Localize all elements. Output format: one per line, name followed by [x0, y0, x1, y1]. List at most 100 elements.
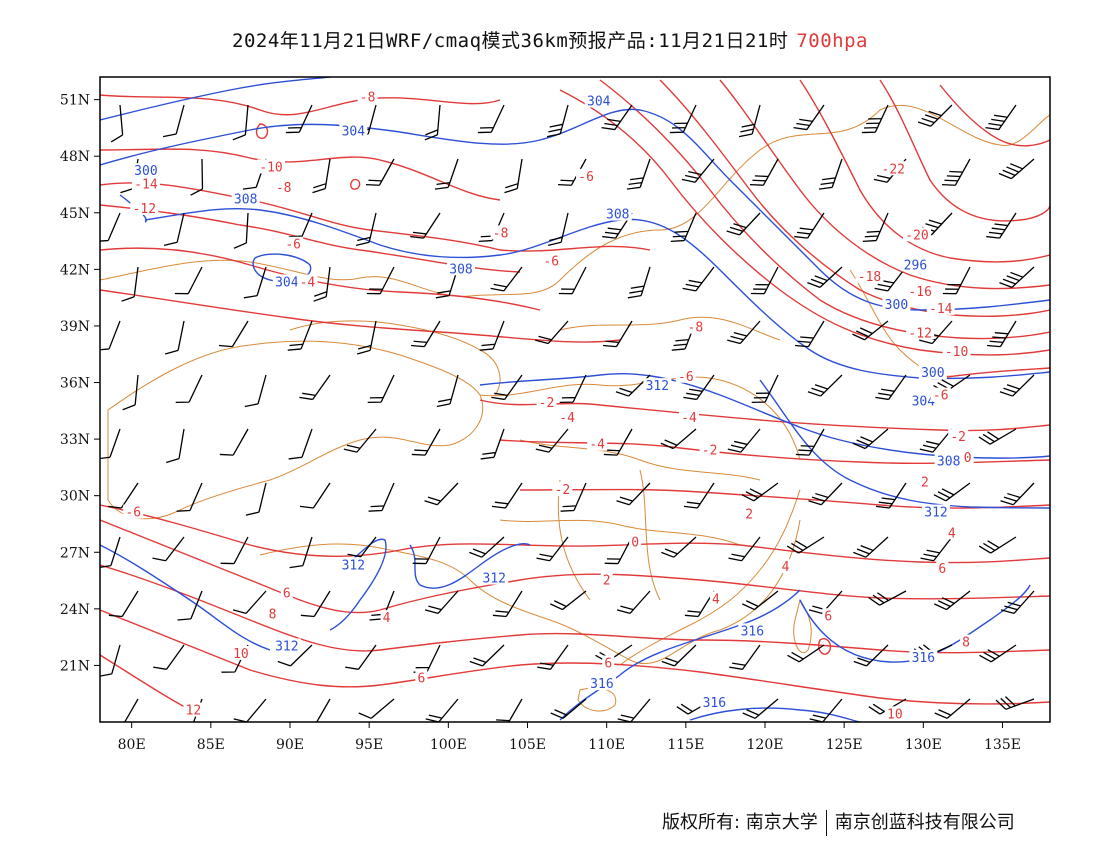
wind-barb [152, 536, 185, 562]
lon-tick-label: 130E [905, 737, 942, 753]
temperature-contour-label: -14 [134, 177, 158, 192]
wind-barb [233, 212, 249, 249]
axes: 51N 48N 45N 42N 39N 36N 33N 30N 27N 24N 21N 80E 85E 9… [60, 93, 1021, 753]
height-contour-label-bg [700, 695, 729, 710]
border-inner-4 [559, 316, 781, 341]
lat-tick-label: 42N [60, 262, 90, 278]
temperature-contour-label: -8 [688, 321, 704, 336]
wind-barb [434, 158, 459, 190]
lat-tick-label: 48N [60, 149, 90, 165]
wind-barb [300, 590, 331, 618]
wind-barb [979, 644, 1017, 663]
border-south [259, 519, 801, 665]
wind-barb [493, 698, 523, 722]
map-title: 2024年11月21日WRF/cmaq模式36km预报产品:11月21日21时 7… [0, 26, 1100, 53]
wind-barb [121, 266, 139, 302]
height-contour-label: 316 [703, 696, 726, 711]
temperature-contour-label-bg [587, 436, 608, 451]
wind-barb [175, 374, 203, 404]
temperature-contour-label: -2 [555, 483, 571, 498]
wind-barb [861, 104, 889, 134]
wind-barb [862, 212, 889, 243]
wind-barb [220, 536, 249, 565]
temperature-contour-label: -20 [905, 228, 928, 243]
temperature-contour-label-bg [679, 410, 699, 425]
height-contour-label: 300 [921, 366, 944, 381]
lon-tick-label: 135E [984, 737, 1021, 753]
height-contour-label: 312 [483, 572, 506, 587]
temperature-contour-label-bg [675, 368, 696, 383]
wind-barb [535, 428, 569, 453]
temperature-contour-label: -4 [300, 275, 316, 290]
lat-tick-label: 21N [60, 658, 90, 674]
wind-barb [661, 644, 697, 667]
wind-barb [941, 158, 971, 186]
temperature-contour-label-bg [357, 89, 378, 104]
temperature-contour-label-bg [552, 481, 573, 496]
height-contour-label-bg [934, 453, 963, 468]
temperature-contour-label-bg [380, 610, 393, 625]
height-contour-label-bg [918, 364, 947, 379]
temperature-contour-label-bg [415, 670, 428, 685]
wind-barb [492, 590, 523, 618]
temperature-contour-label-bg [930, 387, 951, 402]
wind-barb [727, 428, 761, 453]
wind-barb [661, 536, 697, 558]
wind-barb [536, 536, 569, 562]
wind-barb [934, 590, 971, 611]
border-inner-3 [499, 519, 741, 546]
height-contour-label: 308 [937, 455, 960, 470]
lat-tick-label: 39N [60, 319, 90, 335]
height-contour-label-bg [272, 638, 301, 653]
temperature-contour-label-bg [855, 268, 884, 283]
wind-barb [853, 644, 889, 667]
temperature-contour-label: 2 [745, 507, 753, 522]
wind-barb [978, 536, 1017, 554]
temperature-contour-label: 0 [964, 451, 972, 466]
temperature-contour-label: 4 [383, 611, 391, 626]
temperature-contour-label-bg [123, 504, 144, 519]
height-contour-label-bg [882, 297, 911, 312]
temperature-contour-label: -6 [543, 255, 559, 270]
wind-barb [232, 590, 267, 615]
lon-tick-label: 95E [355, 737, 383, 753]
wind-barb [1000, 590, 1035, 615]
wind-barb [671, 320, 697, 351]
temperature-contour-label-bg [629, 534, 642, 549]
wind-barb [560, 482, 587, 512]
wind-barb [100, 644, 121, 677]
temperature-contour-label: 4 [712, 592, 720, 607]
wind-barb [742, 698, 779, 719]
temperature-contour-label: -6 [285, 238, 301, 253]
footer-left: 版权所有: 南京大学 [662, 812, 818, 833]
height-contour-label: 304 [275, 275, 299, 290]
wind-barb [243, 266, 267, 299]
wind-barb [190, 158, 204, 196]
temperature-contour-label-bg [257, 159, 285, 174]
temperature-contour-label-bg [948, 429, 969, 444]
border-inner-2 [519, 439, 761, 481]
temperature-contour-label: -16 [908, 285, 931, 300]
wind-barb [602, 212, 633, 239]
lat-tick-label: 36N [60, 376, 90, 392]
title-main: 2024年11月21日WRF/cmaq模式36km预报产品:11月21日21时 [232, 30, 789, 52]
wind-barb [919, 428, 953, 453]
height-contour-label-bg [587, 676, 616, 691]
height-contour-label-bg [272, 274, 301, 289]
height-contour-label-bg [603, 206, 632, 221]
temperature-contour-label-bg [685, 319, 706, 334]
wind-barb [728, 536, 761, 562]
wind-barb [920, 536, 953, 562]
wind-barb [492, 482, 523, 509]
wind-barb [852, 428, 889, 450]
wind-barb [559, 374, 587, 404]
wind-barb [978, 428, 1017, 445]
wind-barb [986, 212, 1017, 239]
wind-barb [166, 428, 185, 464]
temperature-contour-label-bg [906, 283, 935, 298]
wind-barb [750, 266, 779, 295]
wind-barb [818, 158, 843, 190]
temperature-contour-label-bg [879, 161, 908, 176]
wind-barb [411, 428, 441, 456]
